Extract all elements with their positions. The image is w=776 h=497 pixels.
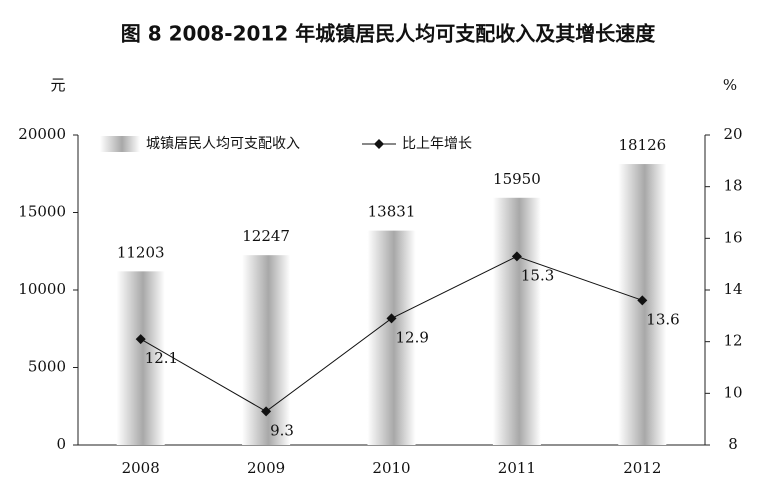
line-marker <box>637 295 648 306</box>
line-marker <box>386 313 397 324</box>
y-tick-label: 20000 <box>18 125 66 143</box>
line-value-label: 12.1 <box>145 349 178 367</box>
legend-marker <box>374 139 384 149</box>
y2-tick-label: 12 <box>723 332 742 350</box>
y2-tick-label: 20 <box>723 125 742 143</box>
line-marker <box>511 251 522 262</box>
line-marker <box>135 334 146 345</box>
bar <box>242 255 291 445</box>
y2-tick-label: 18 <box>723 177 742 195</box>
bar <box>492 197 541 445</box>
y-tick-label: 10000 <box>18 280 66 298</box>
bar-value-label: 18126 <box>618 136 666 154</box>
legend-label: 城镇居民人均可支配收入 <box>146 136 300 152</box>
bar-value-label: 15950 <box>493 170 541 188</box>
bar-value-label: 11203 <box>117 243 165 261</box>
y-tick-label: 15000 <box>18 203 66 221</box>
line-marker <box>261 406 272 417</box>
line-value-label: 15.3 <box>521 266 554 284</box>
y-axis-label: 元 <box>50 76 65 94</box>
legend-swatch <box>100 136 140 152</box>
bar-value-label: 12247 <box>242 227 290 245</box>
y-tick-label: 0 <box>56 435 66 453</box>
bar <box>116 271 165 445</box>
chart-title: 图 8 2008-2012 年城镇居民人均可支配收入及其增长速度 <box>121 22 656 46</box>
y2-tick-label: 8 <box>728 435 738 453</box>
x-tick-label: 2008 <box>122 459 160 477</box>
x-tick-label: 2010 <box>372 459 410 477</box>
line-value-label: 12.9 <box>396 328 429 346</box>
y2-tick-label: 16 <box>723 228 742 246</box>
x-tick-label: 2009 <box>247 459 285 477</box>
bar-value-label: 13831 <box>368 203 416 221</box>
x-tick-label: 2012 <box>623 459 661 477</box>
x-tick-label: 2011 <box>498 459 536 477</box>
y2-axis-label: % <box>723 76 737 94</box>
y2-tick-label: 14 <box>723 280 742 298</box>
line-value-label: 9.3 <box>270 421 294 439</box>
y2-tick-label: 10 <box>723 383 742 401</box>
legend-label: 比上年增长 <box>402 136 472 152</box>
bar <box>367 230 416 445</box>
line-value-label: 13.6 <box>646 310 679 328</box>
y-tick-label: 5000 <box>28 358 66 376</box>
